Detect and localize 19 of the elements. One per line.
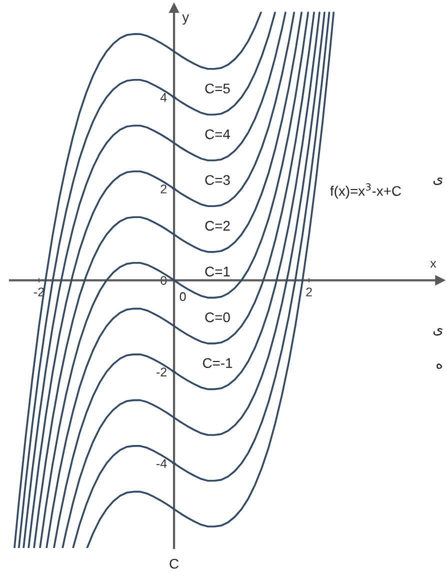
y-tick-label: -2 [156, 368, 166, 376]
y-tick-label: -4 [156, 459, 167, 468]
text: C [170, 558, 179, 569]
series-label: C=0 [205, 312, 230, 322]
annotation: f(x)=x$^{3}$-x+C [330, 183, 401, 199]
y-axis-title: y [182, 14, 190, 25]
x-axis-title: x [430, 261, 436, 268]
annotation: ی [433, 177, 443, 186]
series-label: C=-1 [202, 358, 232, 368]
y-tick-label: 4 [160, 93, 167, 102]
annotation: 0 [180, 292, 186, 302]
annotation: ه [436, 364, 442, 369]
series-label: C=2 [205, 220, 230, 231]
series-label: C=1 [205, 266, 230, 276]
series-label: C=4 [205, 129, 230, 140]
series-label: C=5 [205, 84, 230, 94]
annotation: ی [433, 328, 443, 336]
y-tick-label: 2 [160, 184, 166, 194]
series-label: C=3 [205, 175, 230, 185]
